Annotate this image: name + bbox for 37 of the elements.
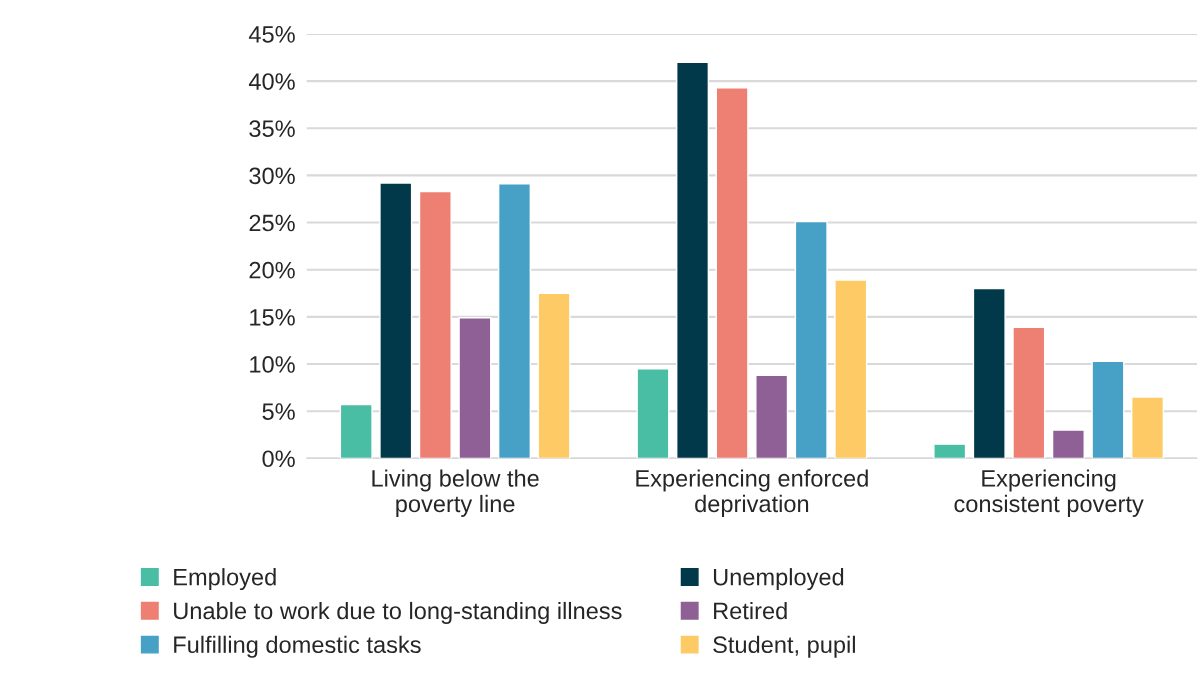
bar: [379, 182, 413, 459]
x-tick-label: Living below the poverty line: [372, 469, 539, 517]
legend-label: Unemployed: [713, 568, 844, 591]
y-tick-label: 10%: [250, 356, 295, 373]
legend-label: Fulfilling domestic tasks: [174, 635, 421, 658]
bar: [1051, 429, 1085, 459]
bar: [636, 368, 670, 459]
bar: [418, 190, 452, 459]
legend-label: Employed: [174, 568, 276, 591]
y-tick-label: 15%: [250, 309, 295, 326]
y-tick-label: 0%: [262, 450, 295, 468]
legend-label: Unable to work due to long-standing illness: [174, 601, 622, 624]
bar: [497, 183, 532, 459]
legend-label: Retired: [714, 601, 787, 620]
bar: [755, 374, 789, 459]
bar: [834, 279, 868, 459]
bar: [1012, 326, 1046, 459]
bar: [458, 317, 492, 459]
y-tick-label: 35%: [249, 120, 295, 138]
bar: [972, 287, 1006, 459]
y-tick-label: 5%: [262, 403, 295, 420]
x-tick-label: Experiencing enforced deprivation: [636, 469, 868, 517]
y-tick-label: 40%: [248, 73, 295, 90]
bar: [339, 403, 373, 459]
y-tick-label: 20%: [249, 261, 295, 279]
bar: [537, 292, 571, 459]
y-tick-label: 30%: [249, 167, 295, 185]
bar: [676, 61, 710, 459]
bar: [933, 443, 967, 459]
x-tick-label: Experiencing consistent poverty: [954, 469, 1144, 517]
y-tick-label: 45%: [248, 26, 295, 43]
y-tick-label: 25%: [249, 214, 295, 232]
bar: [715, 87, 749, 459]
bar: [1131, 396, 1165, 459]
bar: [794, 220, 828, 459]
bar: [1091, 360, 1125, 459]
legend-label: Student, pupil: [713, 635, 855, 658]
